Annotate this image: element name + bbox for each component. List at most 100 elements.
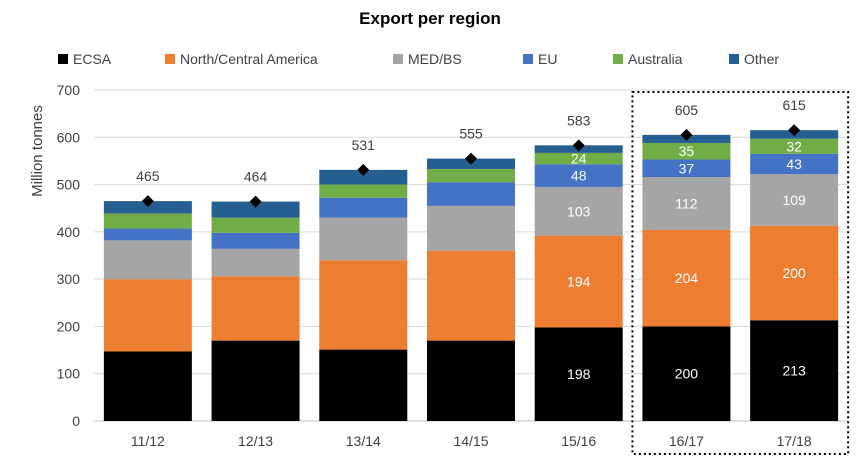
- legend-swatch: [165, 54, 175, 64]
- total-label: 531: [352, 137, 376, 153]
- bar-segment: [319, 349, 408, 421]
- bar-segment: [427, 182, 515, 206]
- legend-swatch: [613, 54, 623, 64]
- data-label: 213: [782, 363, 806, 379]
- bar-segment: [750, 174, 839, 226]
- total-label: 465: [136, 168, 160, 184]
- data-label: 32: [786, 138, 802, 154]
- bar-segment: [427, 340, 515, 421]
- total-marker: [357, 163, 370, 176]
- y-tick-label: 300: [57, 271, 81, 287]
- y-tick-label: 600: [57, 129, 81, 145]
- bar-segment: [534, 327, 623, 421]
- bar-segment: [103, 201, 192, 214]
- data-label: 112: [675, 195, 698, 211]
- chart-title: Export per region: [359, 9, 501, 28]
- legend-label: MED/BS: [408, 51, 462, 67]
- data-label: 103: [567, 203, 591, 219]
- x-tick-label: 17/18: [777, 433, 812, 449]
- total-label: 555: [459, 126, 483, 142]
- bar-segment: [750, 225, 839, 321]
- bar-segment: [642, 229, 731, 327]
- x-tick-label: 16/17: [669, 433, 704, 449]
- bar-segment: [211, 201, 300, 218]
- legend-label: Australia: [628, 51, 683, 67]
- legend-swatch: [58, 54, 68, 64]
- bar-segment: [319, 169, 408, 185]
- data-label: 37: [679, 160, 695, 176]
- y-tick-label: 700: [57, 82, 81, 98]
- x-tick-label: 11/12: [131, 433, 165, 449]
- total-marker: [141, 195, 154, 208]
- highlight-box: [631, 91, 850, 455]
- bar-segment: [103, 213, 192, 229]
- total-marker: [680, 128, 693, 141]
- bar-segment: [319, 217, 408, 261]
- bar-segment: [319, 260, 408, 350]
- bar-segment: [319, 197, 408, 218]
- data-label: 24: [571, 151, 587, 167]
- bar-segment: [534, 235, 623, 328]
- y-tick-label: 0: [72, 413, 80, 429]
- legend-label: EU: [538, 51, 557, 67]
- bar-segment: [427, 205, 515, 251]
- x-tick-label: 15/16: [561, 433, 596, 449]
- bar-segment: [427, 250, 515, 341]
- data-label: 194: [567, 274, 591, 290]
- bar-segment: [211, 217, 300, 233]
- bar-segment: [750, 153, 839, 175]
- total-marker: [788, 124, 801, 137]
- bar-segment: [642, 159, 731, 178]
- y-tick-label: 100: [57, 366, 81, 382]
- total-marker: [572, 139, 585, 152]
- bar-segment: [750, 320, 839, 421]
- bar-segment: [642, 326, 731, 421]
- bar-segment: [642, 177, 731, 230]
- bar-segment: [103, 228, 192, 241]
- total-marker: [465, 152, 477, 165]
- x-axis-ticks: 11/12 12/13 13/14 14/15 15/16 16/17 17/18: [131, 433, 812, 449]
- bar-segment: [534, 164, 623, 187]
- bar-segment: [211, 232, 300, 249]
- data-label: 200: [782, 265, 806, 281]
- total-label: 583: [567, 112, 591, 128]
- bar-segment: [211, 276, 300, 341]
- bar-segment: [319, 184, 408, 198]
- x-tick-label: 12/13: [238, 433, 273, 449]
- bar-segment: [103, 240, 192, 280]
- total-markers: 465 464 531 555 583 605 615: [136, 97, 806, 208]
- data-label: 35: [679, 143, 695, 159]
- legend-swatch: [393, 54, 403, 64]
- total-label: 464: [244, 169, 268, 185]
- total-label: 605: [675, 102, 699, 118]
- bar-segment: [211, 340, 300, 421]
- y-tick-label: 400: [57, 224, 81, 240]
- legend-label: North/Central America: [180, 51, 318, 67]
- y-axis-label: Million tonnes: [29, 105, 46, 197]
- x-tick-label: 14/15: [453, 433, 488, 449]
- y-tick-label: 200: [57, 318, 81, 334]
- legend-swatch: [729, 54, 739, 64]
- total-marker: [249, 195, 262, 208]
- y-axis-ticks: 0 100 200 300 400 500 600 700: [57, 82, 81, 429]
- data-label: 43: [786, 156, 802, 172]
- data-label: 198: [567, 366, 591, 382]
- bar-segment: [750, 138, 839, 154]
- data-label: 204: [675, 270, 699, 286]
- legend: ECSA North/Central America MED/BS EU Austral…: [58, 51, 779, 67]
- y-tick-label: 500: [57, 177, 81, 193]
- bar-segment: [427, 168, 515, 183]
- legend-label: Other: [744, 51, 779, 67]
- data-label: 200: [675, 366, 699, 382]
- legend-swatch: [523, 54, 533, 64]
- bar-segment: [103, 351, 192, 421]
- data-label: 109: [782, 192, 806, 208]
- total-label: 615: [782, 97, 806, 113]
- x-tick-label: 13/14: [346, 433, 381, 449]
- bar-segment: [534, 186, 623, 236]
- bar-segment: [103, 279, 192, 352]
- legend-label: ECSA: [73, 51, 112, 67]
- bar-segment: [211, 248, 300, 277]
